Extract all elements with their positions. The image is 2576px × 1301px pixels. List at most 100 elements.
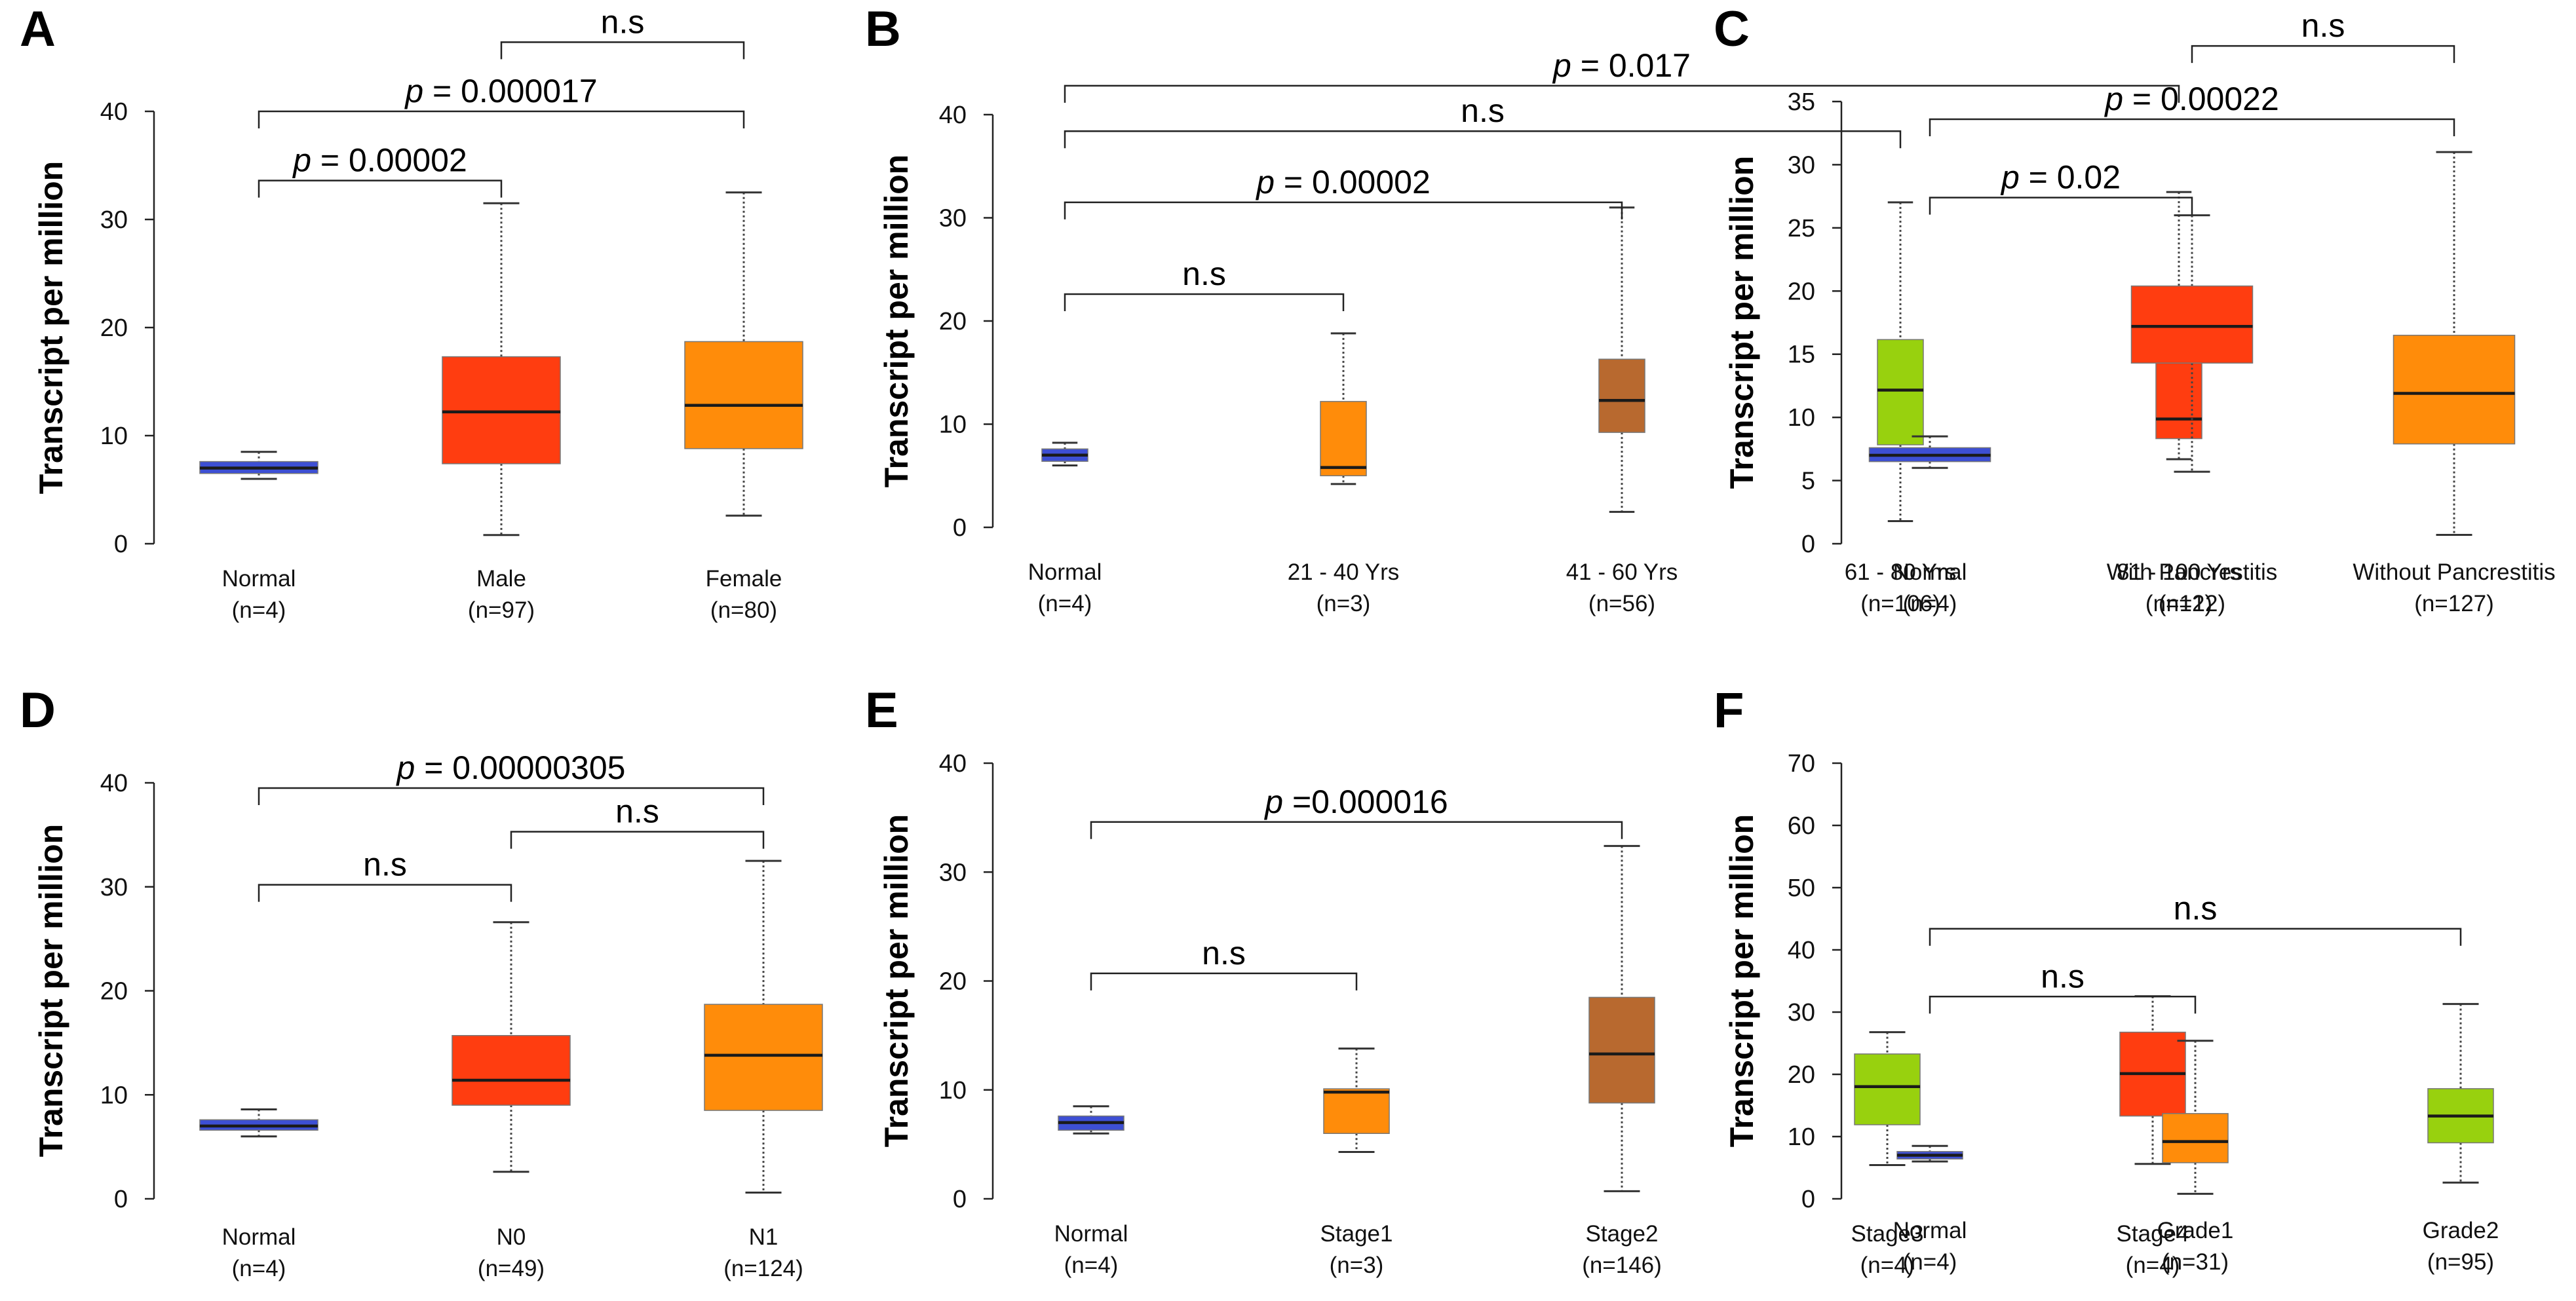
iqr-box: [2393, 335, 2516, 445]
category-n-label: (n=95): [2427, 1249, 2494, 1275]
y-tick-label: 10: [100, 1082, 128, 1109]
y-tick-label: 20: [100, 314, 128, 342]
significance-label: p = 0.00002: [1255, 164, 1431, 200]
y-axis-title: Transcript per million: [33, 824, 69, 1157]
p-symbol: p: [404, 73, 423, 109]
iqr-box: [442, 356, 561, 464]
iqr-box: [1320, 401, 1367, 476]
significance-label: p = 0.00002: [292, 142, 467, 179]
y-tick-label: 35: [1788, 88, 1815, 116]
box-21-40-yrs: [1320, 332, 1367, 485]
panel-e: E 0 10 20 30 40 Transcript per million Normal (n…: [865, 683, 2189, 1278]
y-tick-label: 25: [1788, 215, 1815, 242]
category-n-label: (n=49): [478, 1256, 545, 1281]
significance-bracket: [1064, 85, 2180, 103]
y-tick-label: 40: [939, 750, 967, 778]
significance-bracket: [1929, 118, 2455, 136]
y-tick-label: 30: [1788, 999, 1815, 1027]
iqr-box: [1877, 339, 1924, 445]
box-normal: [199, 1108, 318, 1138]
iqr-box: [1598, 358, 1645, 433]
significance-bracket: [1929, 996, 2197, 1014]
significance-bracket: [258, 179, 503, 198]
y-tick-label: 20: [1788, 278, 1815, 305]
iqr-box: [704, 1004, 823, 1111]
y-tick-label: 0: [114, 1186, 128, 1213]
category-n-label: (n=3): [1317, 591, 1371, 616]
box-male: [442, 202, 561, 537]
significance-label: n.s: [615, 793, 659, 830]
category-label: Normal: [222, 566, 296, 592]
category-n-label: (n=4): [1903, 1249, 1957, 1275]
p-value: = 0.00022: [2123, 81, 2279, 117]
panel-letter: D: [20, 683, 56, 738]
significance-label: p =0.000016: [1263, 783, 1448, 820]
box-stage3: [1854, 1031, 1921, 1166]
category-label: With Pancrestitis: [2107, 559, 2278, 585]
p-value: = 0.02: [2020, 159, 2121, 196]
y-tick-label: 70: [1788, 750, 1815, 778]
panel-a: A 0 10 20 30 40 Transcript per million Normal (n…: [20, 1, 803, 623]
box-with-pancrestitis: [2130, 214, 2254, 473]
y-tick-label: 30: [939, 205, 967, 233]
p-symbol: p: [1263, 783, 1283, 820]
box-normal: [1041, 442, 1088, 466]
category-label: Male: [476, 566, 526, 592]
iqr-box: [2130, 285, 2254, 364]
significance-bracket: [258, 110, 745, 128]
box-61-80-yrs: [1877, 201, 1924, 523]
y-axis-title: Transcript per million: [878, 814, 915, 1147]
p-symbol: p: [1255, 164, 1275, 200]
y-tick-label: 30: [100, 206, 128, 234]
significance-bracket: [1064, 130, 1902, 149]
category-label: 81 - 100 Yrs: [2117, 559, 2241, 585]
significance-label: n.s: [601, 3, 645, 40]
panel-letter: E: [865, 683, 898, 738]
significance-label: n.s: [2174, 890, 2218, 927]
category-label: Grade1: [2157, 1218, 2234, 1243]
panel-letter: F: [1714, 683, 1744, 738]
box-normal: [199, 451, 318, 480]
category-label: Stage4: [2117, 1221, 2189, 1247]
category-n-label: (n=80): [710, 597, 777, 623]
significance-label: p = 0.017: [1552, 47, 1691, 84]
box-n0: [452, 921, 571, 1173]
significance-bracket: [2191, 45, 2455, 64]
p-value: n.s: [2174, 890, 2218, 927]
p-value: n.s: [601, 3, 645, 40]
p-value: n.s: [1461, 92, 1505, 129]
category-label: Normal: [1893, 1218, 1967, 1243]
panel-c: C 0 5 10 15 20 25 30 35 Transcript per million Nor…: [1714, 1, 2556, 616]
category-n-label: (n=31): [2162, 1249, 2229, 1275]
y-axis-title: Transcript per million: [33, 161, 69, 494]
y-tick-label: 10: [939, 1077, 967, 1104]
category-n-label: (n=124): [723, 1256, 803, 1281]
significance-label: p = 0.02: [2000, 159, 2121, 196]
category-label: Female: [706, 566, 782, 592]
panel-b: B 0 10 20 30 40 Transcript per million Normal (n…: [865, 1, 2241, 616]
y-tick-label: 0: [114, 531, 128, 558]
category-label: 41 - 60 Yrs: [1566, 559, 1678, 585]
category-label: Normal: [222, 1224, 296, 1250]
category-n-label: (n=106): [1860, 591, 1940, 616]
category-n-label: (n=4): [1903, 591, 1957, 616]
significance-bracket: [510, 831, 765, 849]
y-tick-label: 30: [100, 874, 128, 901]
box-normal: [1058, 1105, 1125, 1135]
significance-label: n.s: [1461, 92, 1505, 129]
category-label: Without Pancrestitis: [2353, 559, 2555, 585]
y-tick-label: 20: [939, 968, 967, 996]
y-tick-label: 50: [1788, 875, 1815, 902]
p-symbol: p: [2104, 81, 2123, 117]
category-n-label: (n=4): [2126, 1253, 2180, 1278]
box-n1: [704, 859, 823, 1194]
p-value: =0.000016: [1283, 783, 1448, 820]
box-normal: [1868, 435, 1991, 469]
category-n-label: (n=127): [2414, 591, 2494, 616]
p-symbol: p: [292, 142, 311, 179]
y-tick-label: 0: [1801, 1186, 1815, 1213]
p-value: = 0.017: [1571, 47, 1691, 84]
category-n-label: (n=4): [232, 1256, 286, 1281]
y-tick-label: 0: [1801, 531, 1815, 558]
significance-bracket: [500, 41, 745, 60]
